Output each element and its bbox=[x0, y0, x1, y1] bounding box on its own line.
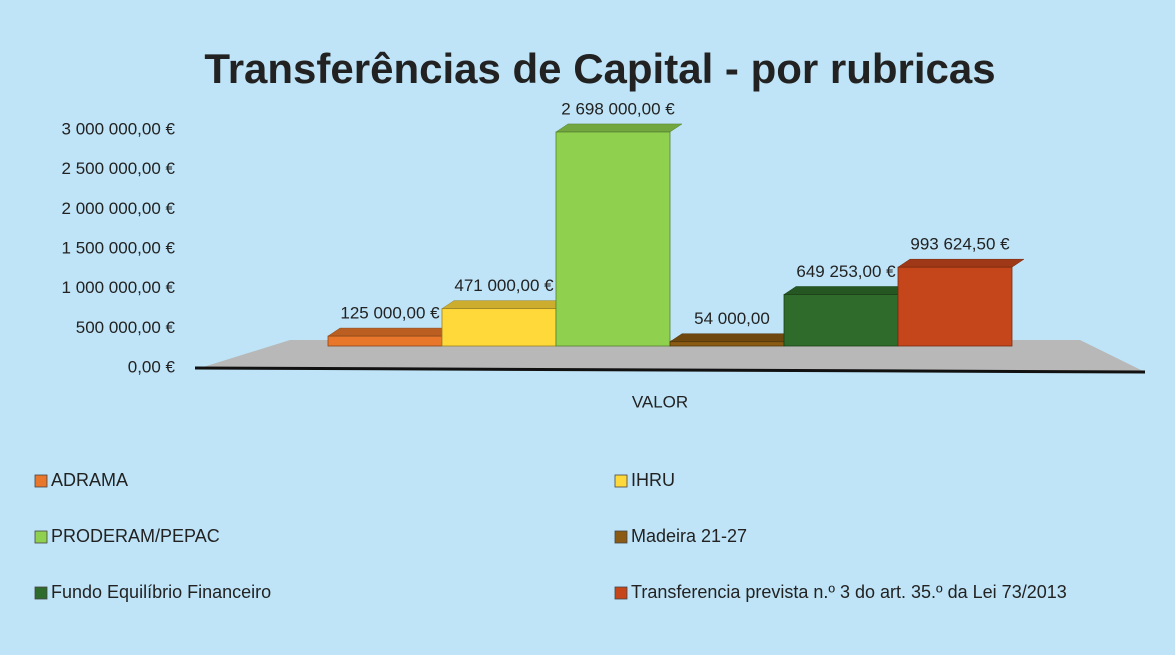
y-tick-label: 500 000,00 € bbox=[76, 318, 176, 337]
y-tick-label: 1 500 000,00 € bbox=[62, 238, 176, 257]
legend-label: PRODERAM/PEPAC bbox=[51, 526, 220, 546]
legend-swatch bbox=[614, 474, 628, 488]
legend-swatch bbox=[614, 530, 628, 544]
floor bbox=[200, 340, 1145, 372]
chart-title: Transferências de Capital - por rubricas bbox=[204, 45, 995, 92]
legend-label: Madeira 21-27 bbox=[631, 526, 747, 546]
legend-swatch bbox=[34, 586, 48, 600]
data-label: 2 698 000,00 € bbox=[561, 99, 675, 118]
data-label: 54 000,00 bbox=[694, 309, 770, 328]
bar bbox=[555, 131, 671, 347]
y-tick-label: 0,00 € bbox=[128, 357, 176, 376]
bar-top bbox=[669, 333, 797, 342]
bar bbox=[669, 341, 785, 347]
bar bbox=[327, 335, 443, 347]
y-tick-label: 2 500 000,00 € bbox=[62, 159, 176, 178]
bar-top bbox=[327, 327, 455, 337]
legend-label: Transferencia prevista n.º 3 do art. 35.… bbox=[631, 582, 1067, 602]
data-label: 125 000,00 € bbox=[340, 304, 440, 323]
y-tick-label: 1 000 000,00 € bbox=[62, 278, 176, 297]
y-tick-label: 2 000 000,00 € bbox=[62, 199, 176, 218]
legend-label: IHRU bbox=[631, 470, 675, 490]
bar-top bbox=[441, 300, 569, 309]
bar-top bbox=[897, 258, 1025, 268]
legend-swatch bbox=[614, 586, 628, 600]
x-tick-label: VALOR bbox=[632, 392, 688, 411]
bar-top bbox=[783, 286, 911, 295]
legend-swatch bbox=[34, 530, 48, 544]
data-label: 993 624,50 € bbox=[910, 235, 1010, 254]
bar bbox=[897, 266, 1013, 347]
bar-top bbox=[555, 123, 683, 133]
legend-label: ADRAMA bbox=[51, 470, 128, 490]
data-label: 471 000,00 € bbox=[454, 276, 554, 295]
y-tick-label: 3 000 000,00 € bbox=[62, 119, 176, 138]
bar bbox=[441, 308, 557, 347]
data-label: 649 253,00 € bbox=[796, 262, 896, 281]
x-axis bbox=[194, 366, 1146, 374]
legend-swatch bbox=[34, 474, 48, 488]
legend-label: Fundo Equilíbrio Financeiro bbox=[51, 582, 271, 602]
bar bbox=[783, 294, 899, 347]
